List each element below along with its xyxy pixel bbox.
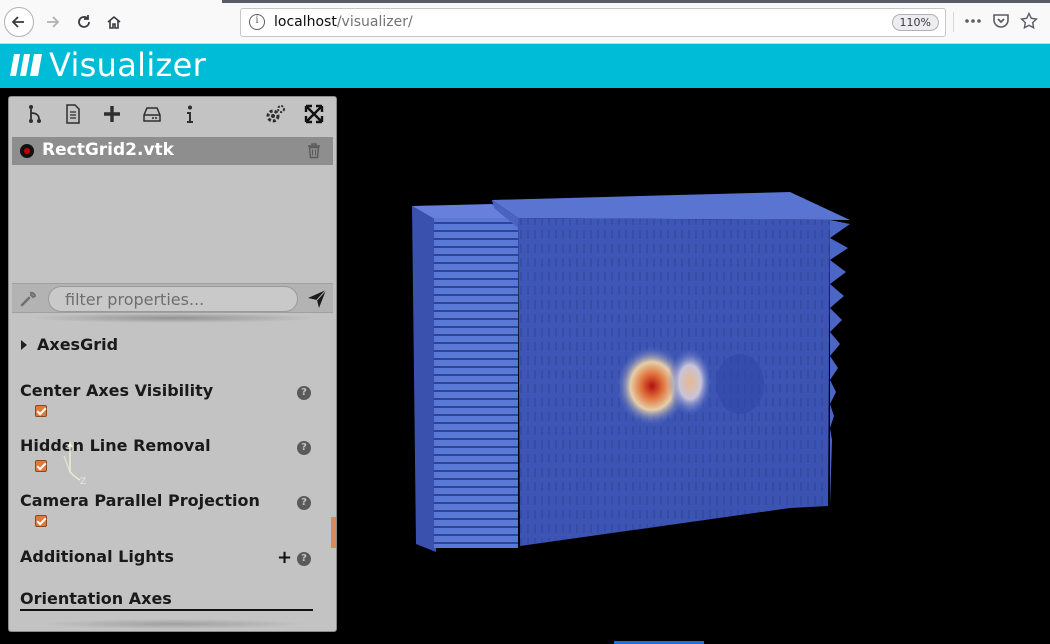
add-filter-button[interactable] [99, 101, 125, 127]
bookmark-star-icon[interactable] [1018, 10, 1040, 32]
add-light-button[interactable]: + [277, 547, 293, 568]
camera-parallel-projection-label: Camera Parallel Projection [20, 491, 260, 510]
save-icon [143, 107, 161, 122]
open-file-button[interactable] [60, 101, 86, 127]
browser-toolbar: i localhost/visualizer/ 110% [0, 0, 1050, 44]
group-axesgrid[interactable]: AxesGrid [21, 335, 118, 354]
help-icon[interactable]: ? [297, 496, 311, 510]
forward-icon [47, 16, 60, 28]
pipeline-area [9, 167, 336, 281]
send-icon[interactable] [307, 289, 327, 309]
add-icon [104, 106, 120, 122]
caret-right-icon [21, 339, 27, 350]
home-icon [107, 15, 121, 29]
visibility-toggle-icon[interactable] [20, 144, 34, 158]
info-button[interactable] [177, 101, 203, 127]
filter-shadow [29, 313, 319, 323]
orientation-axes-widget: Z [63, 442, 86, 487]
group-label: AxesGrid [37, 335, 119, 354]
hidden-line-removal-label: Hidden Line Removal [20, 436, 211, 455]
source-name: RectGrid2.vtk [42, 140, 174, 160]
panel-toolbar [9, 97, 336, 133]
axis-z-label: Z [80, 477, 86, 487]
url-host: localhost [274, 14, 337, 30]
progress-indicator [614, 641, 704, 644]
camera-parallel-projection-checkbox[interactable] [35, 515, 47, 527]
center-axes-visibility-checkbox[interactable] [35, 405, 47, 417]
reload-icon [78, 15, 90, 28]
forward-button[interactable] [38, 8, 66, 36]
file-icon [66, 104, 80, 124]
help-icon[interactable]: ? [297, 552, 311, 566]
volume-render[interactable] [0, 88, 1050, 644]
info-icon [187, 105, 193, 123]
orientation-axes-label: Orientation Axes [20, 589, 172, 608]
back-button[interactable] [4, 7, 34, 37]
info-icon[interactable]: i [249, 14, 265, 30]
center-axes-visibility-label: Center Axes Visibility [20, 381, 214, 400]
pipeline-icon [29, 105, 41, 123]
app-header: Visualizer [0, 44, 1050, 88]
zoom-level[interactable]: 110% [891, 14, 939, 31]
trash-icon[interactable] [307, 143, 321, 159]
divider [20, 609, 313, 611]
settings-icon [266, 105, 285, 123]
settings-button[interactable] [263, 101, 289, 127]
control-panel: RectGrid2.vtk AxesGrid Center Axes Visib… [8, 96, 337, 632]
logo-icon [10, 54, 42, 76]
scrollbar-thumb[interactable] [331, 517, 336, 548]
pocket-icon[interactable] [990, 10, 1012, 32]
back-icon [11, 16, 24, 28]
app-title: Visualizer [49, 46, 207, 84]
pipeline-source-item[interactable]: RectGrid2.vtk [12, 137, 333, 165]
wrench-icon[interactable] [20, 289, 38, 307]
url-text[interactable]: localhost/visualizer/ [274, 14, 413, 30]
additional-lights-label: Additional Lights [20, 547, 174, 566]
property-list: AxesGrid Center Axes Visibility ? Hidden… [9, 325, 336, 631]
filter-properties-input[interactable] [48, 286, 298, 312]
toolbar-separator [953, 12, 954, 32]
fullscreen-icon [304, 104, 324, 124]
tab-strip-edge [222, 0, 1050, 3]
url-bar[interactable]: i localhost/visualizer/ 110% [240, 8, 946, 37]
bottom-shadow [39, 619, 309, 629]
save-button[interactable] [139, 101, 165, 127]
url-path: /visualizer/ [336, 14, 413, 30]
pipeline-button[interactable] [21, 101, 47, 127]
fullscreen-button[interactable] [301, 101, 327, 127]
more-icon[interactable] [962, 10, 984, 32]
help-icon[interactable]: ? [297, 386, 311, 400]
hidden-line-removal-checkbox[interactable] [35, 460, 47, 472]
property-filter-bar [12, 283, 333, 313]
help-icon[interactable]: ? [297, 441, 311, 455]
reload-button[interactable] [70, 8, 98, 36]
home-button[interactable] [100, 8, 128, 36]
